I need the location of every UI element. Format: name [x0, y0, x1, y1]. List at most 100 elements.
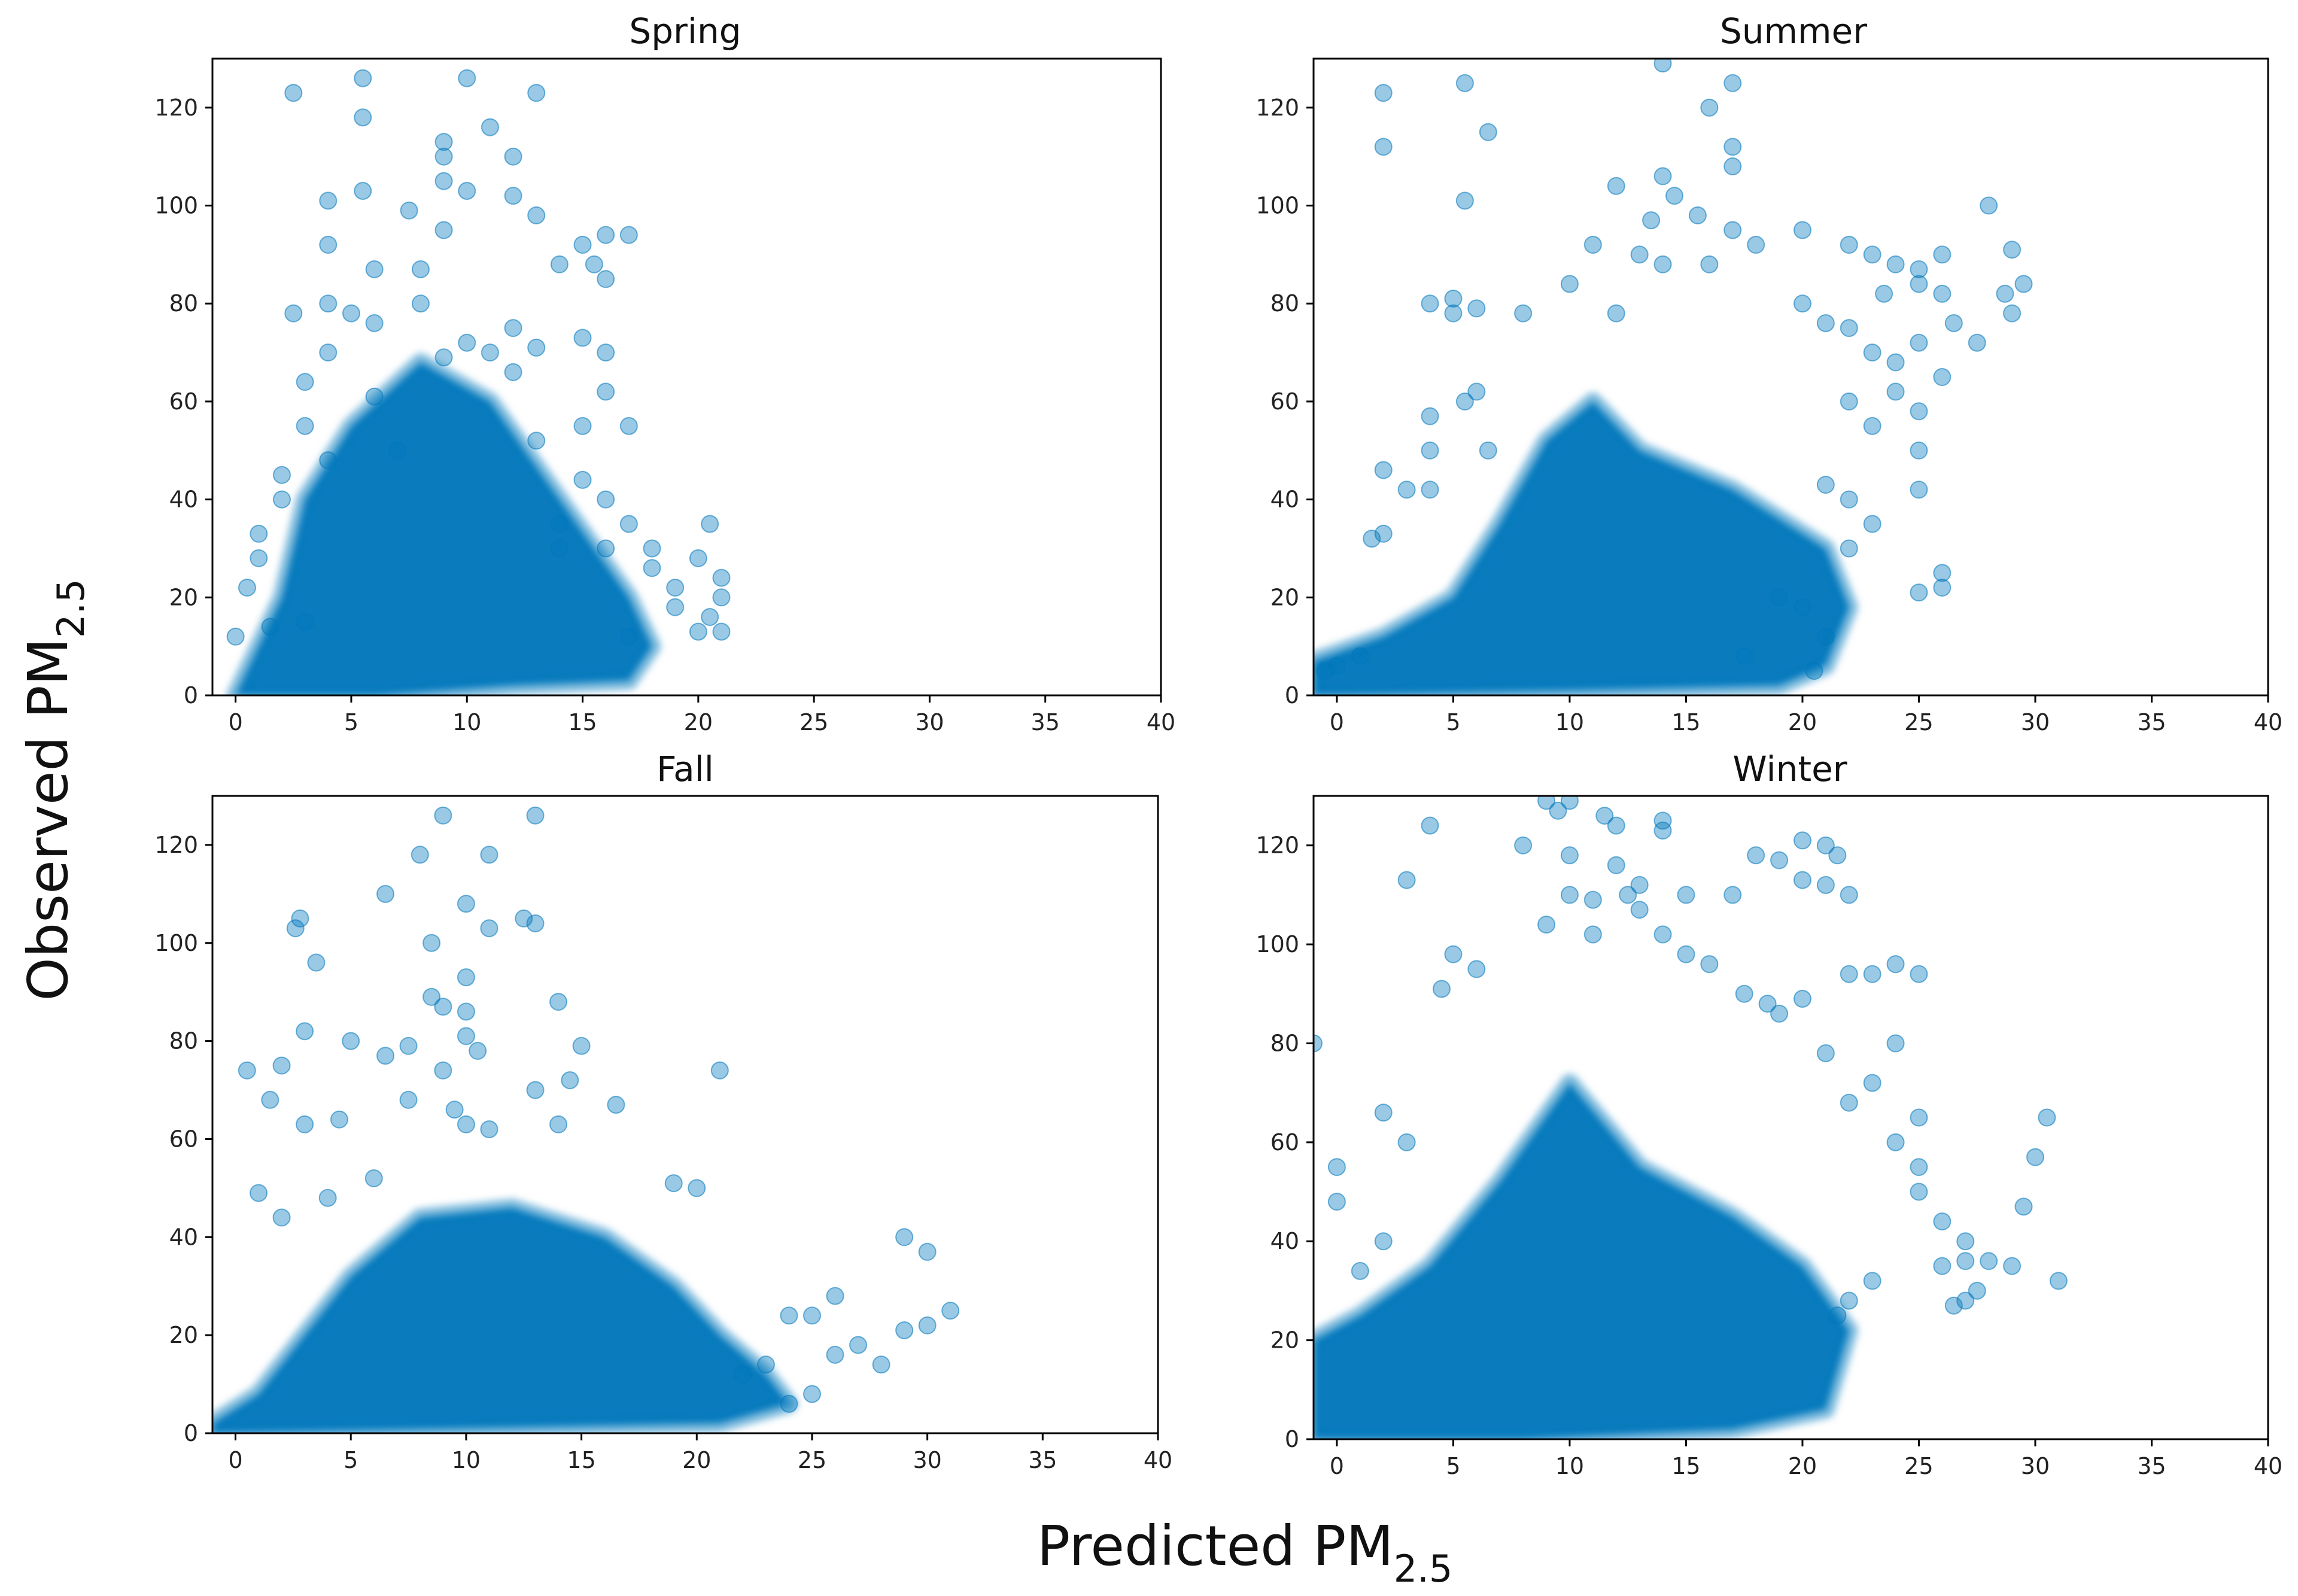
x-tick-label: 25 — [800, 709, 828, 735]
scatter-point — [1875, 284, 1893, 303]
scatter-point — [1723, 138, 1742, 156]
y-tick-label: 80 — [169, 290, 198, 317]
scatter-point — [1583, 925, 1602, 944]
scatter-point — [666, 578, 685, 597]
scatter-point — [272, 466, 291, 484]
scatter-point — [434, 172, 453, 190]
scatter-point — [1770, 1004, 1789, 1023]
scatter-point — [1840, 236, 1858, 254]
scatter-point — [666, 598, 685, 616]
scatter-point — [365, 314, 384, 332]
x-tick-label: 20 — [682, 1447, 711, 1473]
scatter-point — [619, 226, 638, 244]
scatter-point — [597, 226, 615, 244]
scatter-point — [319, 294, 338, 313]
scatter-point — [1514, 304, 1533, 323]
scatter-point — [1479, 123, 1497, 141]
scatter-point — [1444, 304, 1463, 323]
scatter-point — [1630, 901, 1649, 919]
scatter-point — [458, 69, 476, 87]
y-tick-label: 60 — [169, 1126, 198, 1152]
scatter-point — [701, 515, 719, 533]
scatter-point — [1560, 846, 1579, 865]
scatter-point — [1910, 402, 1928, 421]
y-tick-label: 20 — [169, 1322, 198, 1348]
x-tick-label: 15 — [567, 1447, 595, 1473]
scatter-point — [1327, 656, 1346, 675]
x-tick-label: 35 — [2137, 709, 2166, 735]
scatter-point — [527, 431, 546, 450]
scatter-point — [1770, 588, 1789, 607]
scatter-point — [2003, 241, 2022, 259]
x-tick-label: 0 — [1330, 709, 1344, 735]
scatter-point — [1863, 515, 1881, 533]
x-tick-label: 10 — [452, 709, 481, 735]
y-tick-label: 100 — [154, 193, 198, 219]
scatter-point — [1560, 886, 1579, 904]
scatter-point — [1956, 1291, 1975, 1310]
scatter-point — [1700, 98, 1719, 117]
scatter-point — [1793, 990, 1811, 1008]
y-tick-label: 20 — [169, 584, 198, 610]
scatter-point — [457, 895, 475, 913]
scatter-point — [1630, 875, 1649, 894]
scatter-point — [400, 201, 418, 220]
scatter-point — [250, 549, 268, 567]
scatter-point — [1840, 965, 1858, 983]
scatter-point — [1421, 481, 1439, 499]
scatter-point — [1653, 925, 1672, 944]
y-tick-label: 120 — [1256, 832, 1299, 859]
scatter-point — [480, 846, 498, 864]
x-tick-label: 0 — [229, 709, 243, 735]
scatter-point — [1677, 945, 1695, 963]
scatter-point — [549, 993, 568, 1011]
scatter-point — [1583, 236, 1602, 254]
scatter-point — [1607, 304, 1625, 323]
x-tick-label: 5 — [344, 1447, 358, 1473]
scatter-point — [411, 294, 430, 313]
scatter-point — [1351, 1261, 1369, 1280]
scatter-point — [238, 578, 256, 597]
scatter-point — [2026, 1148, 2044, 1166]
scatter-point — [480, 1120, 498, 1139]
scatter-point — [457, 1027, 475, 1045]
x-tick-label: 20 — [1788, 709, 1817, 735]
scatter-point — [2003, 304, 2022, 323]
scatter-point — [527, 84, 546, 102]
scatter-point — [1910, 481, 1928, 499]
scatter-point — [1863, 1272, 1881, 1290]
y-tick-label: 0 — [1285, 1426, 1299, 1452]
scatter-point — [1397, 1133, 1416, 1151]
x-tick-label: 25 — [798, 1447, 826, 1473]
scatter-point — [1653, 255, 1672, 273]
scatter-point — [1840, 319, 1858, 338]
scatter-point — [1956, 1232, 1975, 1251]
y-tick-label: 100 — [1256, 931, 1299, 957]
scatter-point — [1910, 441, 1928, 460]
scatter-point — [619, 627, 638, 646]
x-tick-label: 30 — [913, 1447, 941, 1473]
scatter-point — [1944, 1296, 1963, 1315]
x-tick-label: 40 — [2254, 709, 2282, 735]
scatter-point — [597, 343, 615, 362]
x-tick-label: 30 — [2021, 1453, 2050, 1479]
x-tick-label: 5 — [1446, 1453, 1460, 1479]
scatter-point — [2038, 1108, 2056, 1127]
scatter-point — [1758, 995, 1777, 1013]
scatter-point — [597, 490, 615, 509]
scatter-point — [1735, 984, 1753, 1003]
scatter-point — [2014, 275, 2033, 293]
scatter-point — [434, 1061, 452, 1080]
y-tick-label: 60 — [1270, 388, 1299, 415]
scatter-point — [504, 363, 522, 381]
panel-title-summer: Summer — [1720, 11, 1867, 51]
scatter-point — [376, 884, 395, 903]
scatter-point — [1723, 886, 1742, 904]
scatter-point — [434, 147, 453, 166]
scatter-point — [286, 919, 305, 938]
axes-frame — [1312, 795, 2269, 1440]
panel-summer: Summer 0 5 10 15 20 25 30 35 40 0 20 40 60 80 100 120 — [1256, 11, 2282, 735]
scatter-point — [1886, 382, 1905, 401]
x-tick-label: 20 — [684, 709, 713, 735]
scatter-point — [712, 588, 731, 607]
